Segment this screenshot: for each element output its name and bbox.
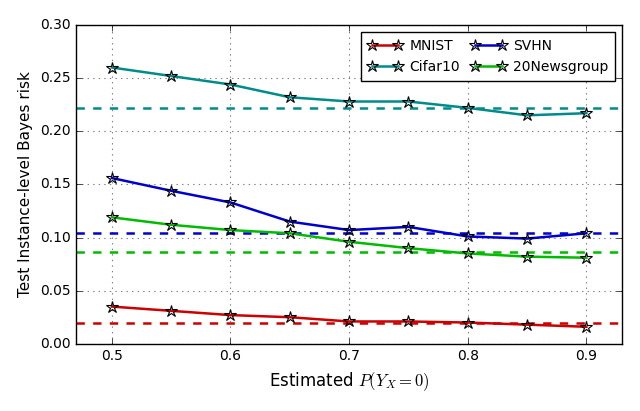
X-axis label: Estimated $P(Y_X=0)$: Estimated $P(Y_X=0)$: [269, 370, 429, 393]
Y-axis label: Test Instance-level Bayes risk: Test Instance-level Bayes risk: [18, 72, 33, 297]
Legend: MNIST, Cifar10, SVHN, 20Newsgroup: MNIST, Cifar10, SVHN, 20Newsgroup: [361, 32, 615, 81]
